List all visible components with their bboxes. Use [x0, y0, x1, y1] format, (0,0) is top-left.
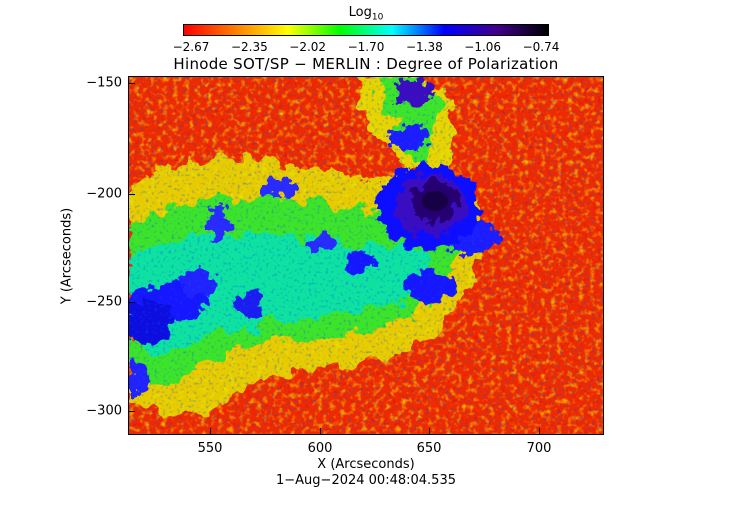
x-tick-mark [429, 428, 430, 435]
x-tick-mark [539, 428, 540, 435]
polarization-map [128, 76, 604, 435]
timestamp: 1−Aug−2024 00:48:04.535 [276, 473, 456, 488]
y-tick-label: −250 [86, 294, 122, 310]
x-tick-label: 700 [526, 441, 552, 456]
y-tick-mark [128, 194, 135, 195]
y-tick-mark [128, 411, 135, 412]
y-axis-label: Y (Arcseconds) [59, 207, 75, 305]
y-tick-label: −200 [86, 186, 122, 202]
plot-title: Hinode SOT/SP − MERLIN : Degree of Polar… [173, 55, 559, 73]
colorbar-title: Log10 [348, 5, 384, 23]
colorbar-tick-label: −2.35 [230, 40, 268, 54]
x-tick-label: 550 [197, 441, 223, 456]
colorbar-tick-label: −0.74 [522, 40, 560, 54]
colorbar-tick-label: −2.02 [289, 40, 327, 54]
y-tick-label: −150 [86, 75, 122, 91]
colorbar-tick-label: −2.67 [172, 40, 210, 54]
colorbar-tick-label: −1.70 [347, 40, 385, 54]
x-tick-label: 600 [307, 441, 333, 456]
x-axis-label: X (Arcseconds) [317, 457, 415, 472]
x-tick-label: 650 [416, 441, 442, 456]
colorbar [183, 24, 549, 36]
x-tick-mark [320, 428, 321, 435]
x-tick-mark [210, 428, 211, 435]
y-tick-mark [128, 302, 135, 303]
y-tick-label: −300 [86, 403, 122, 419]
y-tick-mark [128, 83, 135, 84]
polarization-map-image [129, 77, 603, 434]
colorbar-tick-label: −1.38 [405, 40, 443, 54]
colorbar-tick-label: −1.06 [464, 40, 502, 54]
